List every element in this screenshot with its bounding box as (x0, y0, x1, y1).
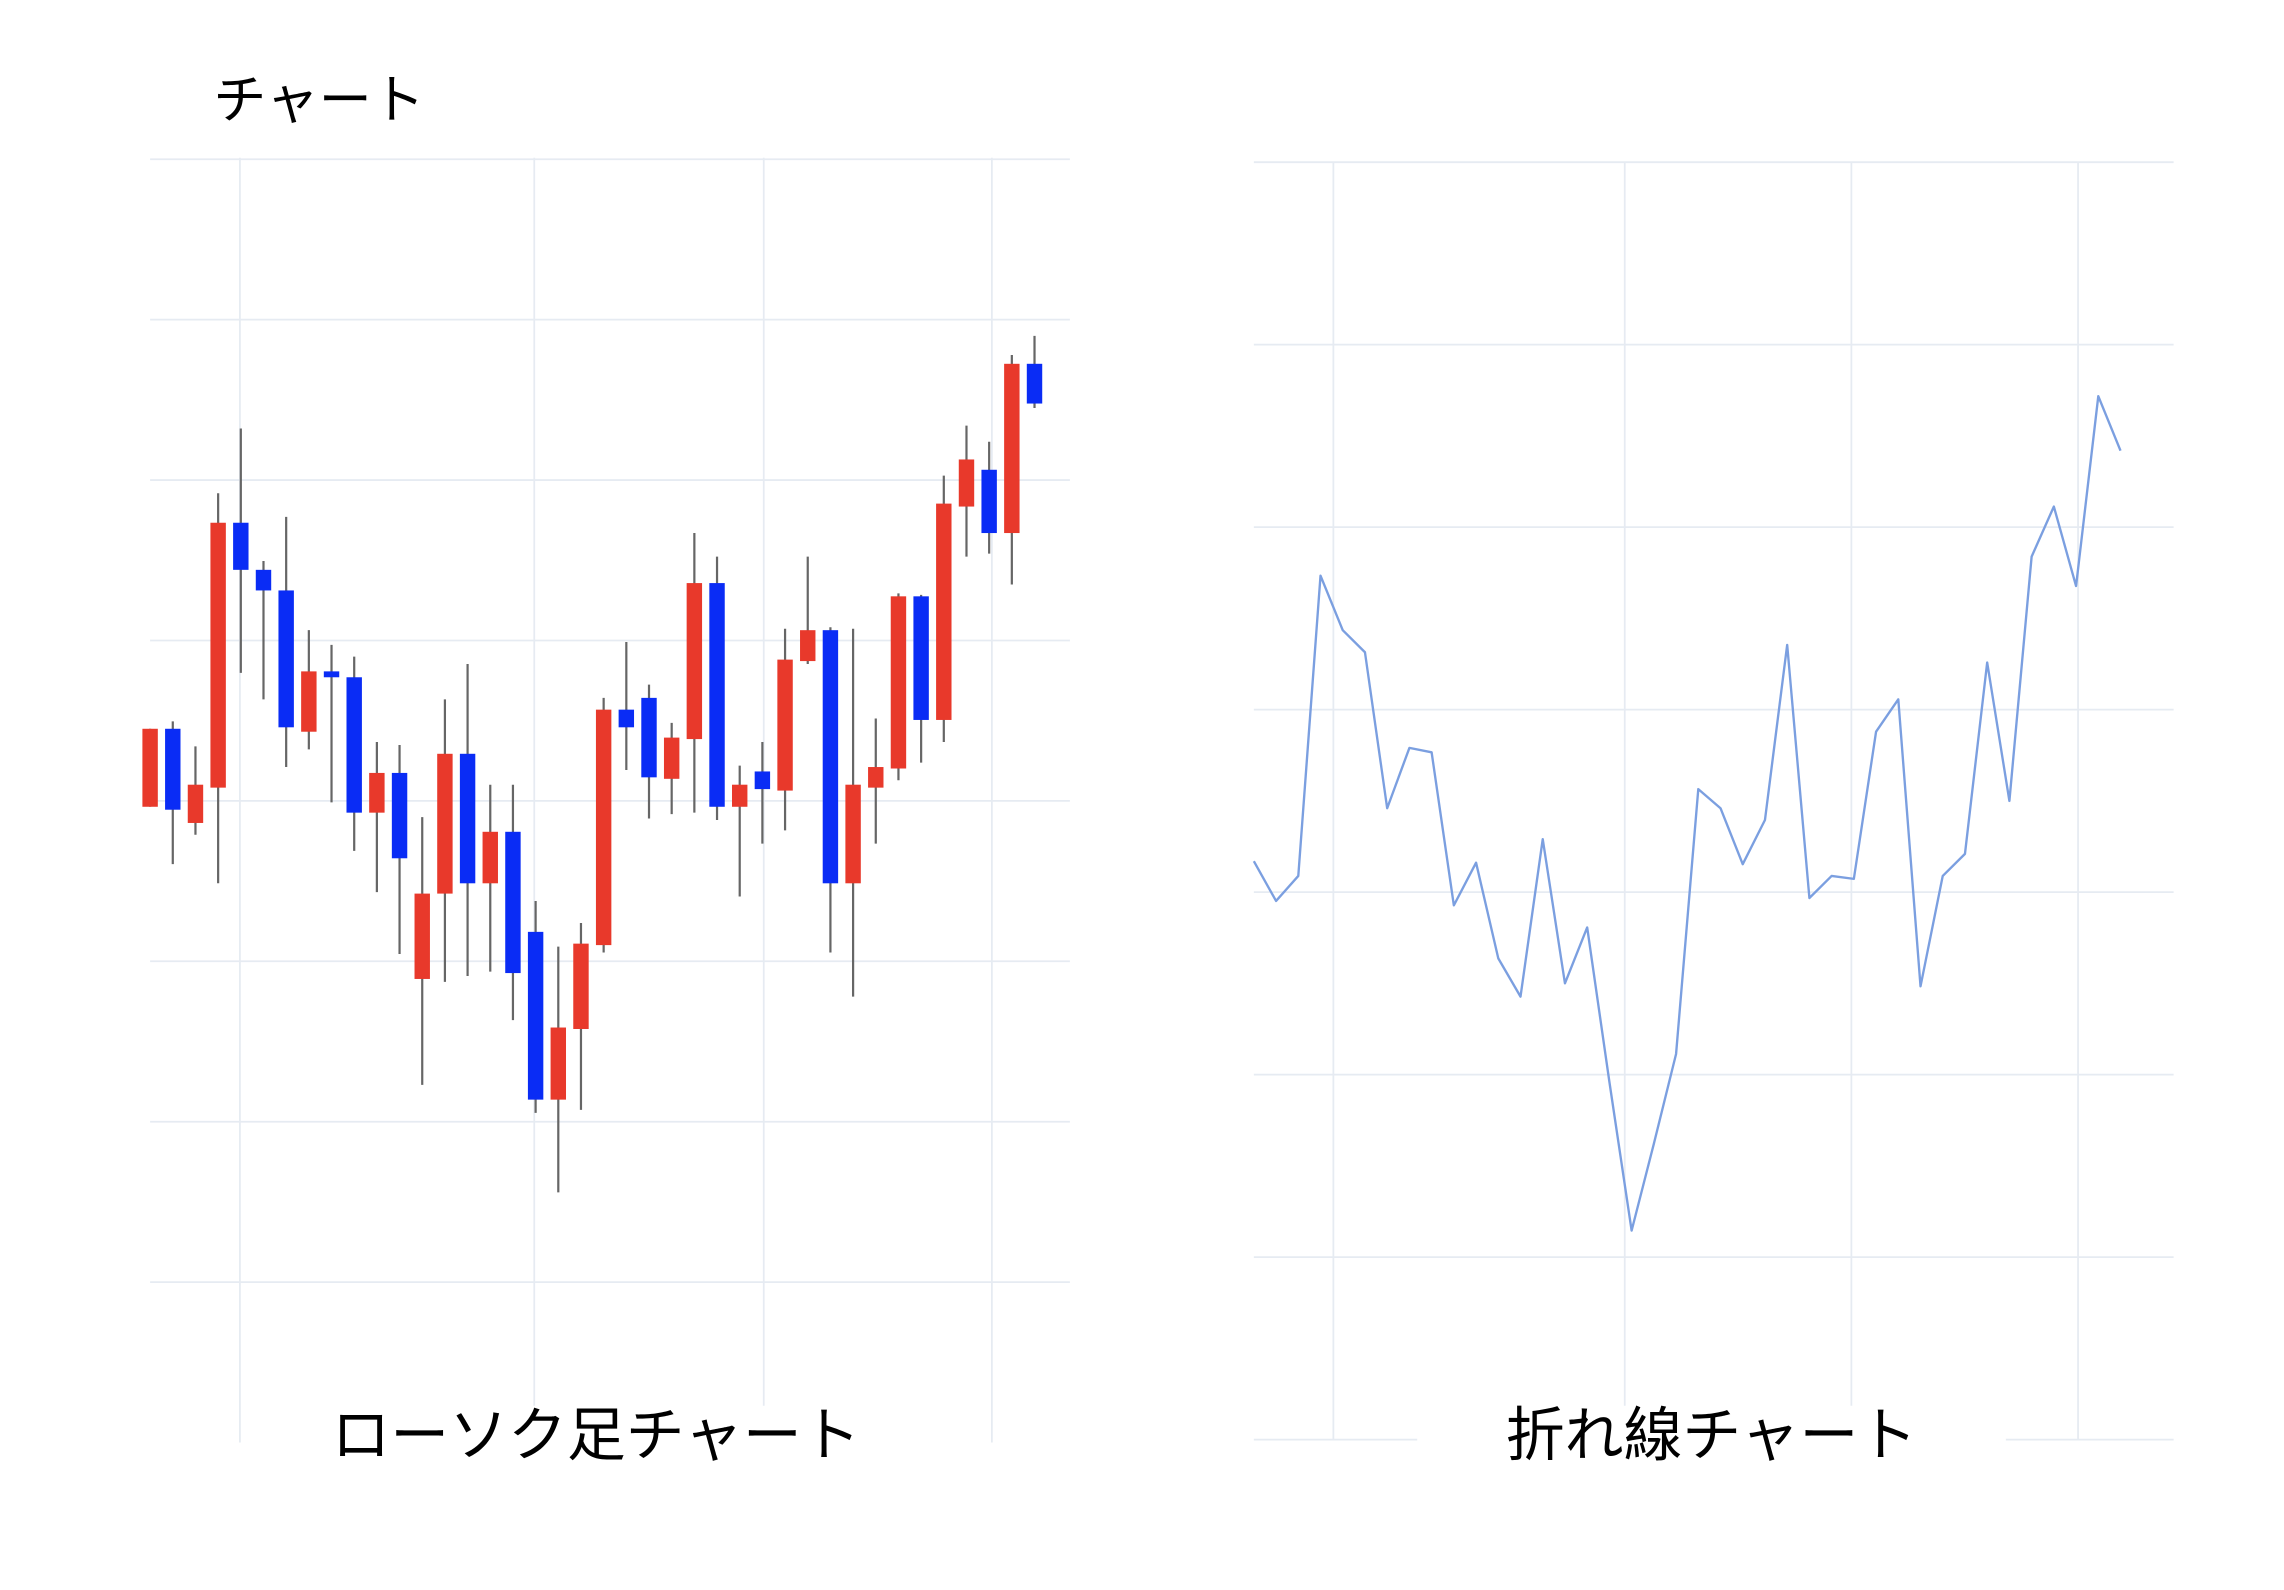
candle-body (323, 671, 340, 678)
line-series (1252, 395, 2122, 1232)
candle-body (187, 784, 204, 823)
candle-body (482, 831, 498, 884)
chart-caption: ローソク足チャート (331, 1401, 860, 1470)
candle-body (981, 469, 997, 534)
candle-body (505, 831, 521, 974)
candle-body (414, 893, 430, 979)
candle-body (346, 677, 362, 813)
candle-body (527, 931, 544, 1100)
candle-body (573, 943, 589, 1029)
candle-body (369, 772, 385, 813)
candle-body (165, 728, 181, 810)
candle-body (663, 737, 680, 779)
candle-body (709, 583, 725, 807)
candle-body (142, 728, 158, 807)
caption-backdrop (301, 1405, 891, 1480)
candle-body (845, 784, 861, 884)
candle-body (800, 630, 816, 662)
candle-body (1004, 363, 1020, 534)
candle-body (391, 772, 408, 859)
candle-body (686, 583, 703, 740)
candle-body (255, 569, 272, 591)
candle-body (754, 771, 771, 790)
candle-body (822, 630, 839, 884)
candle-body (459, 753, 476, 884)
candle-body (301, 671, 317, 732)
candle-body (618, 709, 635, 728)
candle-body (958, 459, 975, 507)
candle-body (868, 767, 884, 788)
candle-body (550, 1027, 567, 1100)
candle-body (210, 522, 226, 788)
caption-backdrop (1417, 1405, 2006, 1480)
candle-body (278, 590, 294, 728)
candle-body (777, 659, 793, 791)
candle-body (913, 596, 929, 720)
chart-caption: 折れ線チャート (1506, 1401, 1917, 1470)
candle-body (437, 753, 453, 894)
candle-body (1026, 363, 1043, 404)
candle-body (732, 784, 748, 807)
page-title: チャート (213, 70, 424, 131)
candle-body (233, 522, 249, 570)
candle-body (936, 503, 952, 720)
candle-body (595, 709, 612, 946)
candle-body (641, 697, 657, 778)
candle-body (890, 596, 907, 769)
